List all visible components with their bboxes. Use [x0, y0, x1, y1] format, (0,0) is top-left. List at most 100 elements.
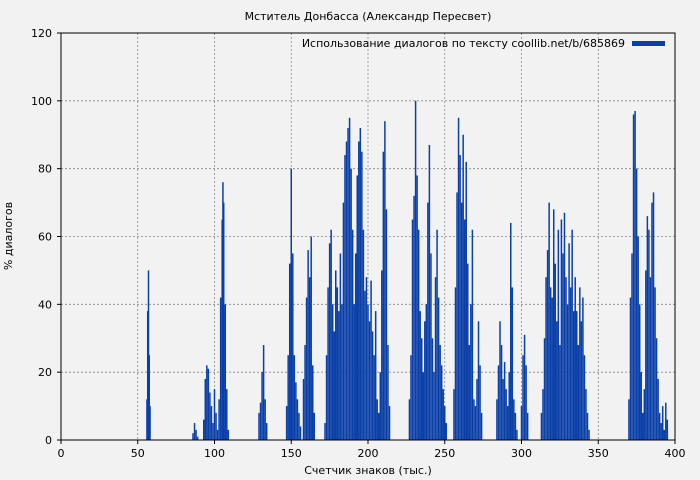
x-tick-label: 300 — [511, 447, 532, 460]
bar — [583, 355, 586, 440]
bar — [209, 392, 211, 440]
bar — [227, 429, 230, 440]
bar — [652, 192, 655, 440]
bar — [207, 368, 210, 440]
bar — [427, 202, 429, 440]
bar — [500, 345, 503, 440]
bar — [258, 412, 260, 440]
bar — [195, 429, 197, 440]
bar — [413, 195, 415, 440]
bar — [382, 151, 385, 440]
bar — [562, 253, 564, 440]
bar — [373, 355, 375, 440]
bar — [574, 277, 576, 440]
bar — [379, 372, 382, 440]
bar — [439, 345, 441, 440]
bar — [522, 355, 524, 440]
bar — [477, 321, 480, 440]
bar — [341, 304, 343, 440]
bar — [330, 229, 332, 440]
bar — [665, 402, 667, 440]
bar — [374, 311, 377, 440]
bar — [308, 277, 311, 440]
y-tick-label: 120 — [31, 27, 52, 40]
bar — [203, 419, 205, 440]
bar — [542, 389, 544, 441]
bar — [511, 287, 514, 441]
bar — [411, 219, 414, 440]
bar — [259, 402, 262, 440]
bar — [410, 355, 412, 440]
bar — [351, 229, 354, 440]
bar — [640, 372, 642, 440]
bar — [148, 355, 151, 440]
bar — [663, 429, 665, 440]
bar — [552, 209, 555, 440]
bar — [661, 406, 664, 440]
bar — [645, 270, 647, 440]
bar — [261, 372, 263, 440]
bar — [445, 423, 448, 440]
bar — [287, 355, 289, 440]
bar — [431, 338, 434, 440]
bar — [218, 399, 220, 440]
bar — [666, 419, 669, 440]
bar — [545, 277, 547, 440]
bar — [520, 406, 523, 440]
bar — [585, 389, 587, 441]
bar — [646, 216, 649, 440]
bar — [219, 297, 222, 440]
bar — [226, 389, 228, 441]
bar — [565, 277, 567, 440]
legend-swatch — [632, 41, 665, 46]
bar — [298, 412, 300, 440]
bar — [264, 399, 266, 440]
bar — [146, 311, 149, 440]
bar — [385, 209, 388, 440]
bar — [437, 297, 440, 440]
bar — [425, 304, 428, 440]
bar — [338, 311, 340, 440]
bar — [631, 253, 633, 440]
bar — [215, 412, 217, 440]
bar — [328, 243, 331, 440]
bar — [422, 372, 425, 440]
bar — [224, 304, 226, 440]
legend-label: Использование диалогов по тексту coollib… — [302, 37, 625, 50]
bar — [658, 412, 661, 440]
bar — [568, 243, 570, 440]
bar — [642, 412, 644, 440]
bar — [462, 134, 464, 440]
bar — [556, 321, 558, 440]
bar — [362, 229, 365, 440]
bar — [655, 338, 658, 440]
bar — [569, 287, 572, 441]
bar — [295, 382, 297, 440]
bar — [293, 355, 296, 440]
bar — [497, 365, 500, 440]
bar — [543, 338, 546, 440]
bar — [331, 304, 334, 440]
bar — [436, 229, 438, 440]
bar — [560, 219, 563, 440]
y-tick-label: 20 — [38, 366, 52, 379]
bar — [221, 219, 223, 440]
bar — [368, 321, 371, 440]
bar — [654, 287, 656, 441]
y-tick-label: 80 — [38, 163, 52, 176]
bar — [430, 253, 432, 440]
bar — [476, 378, 478, 440]
bar — [428, 144, 431, 440]
bar — [149, 406, 151, 440]
bar — [336, 287, 339, 441]
bar — [408, 399, 411, 440]
bar — [296, 399, 299, 440]
bar — [290, 168, 292, 441]
x-tick-label: 0 — [58, 447, 65, 460]
bar — [335, 270, 337, 440]
bar — [651, 202, 653, 440]
bar — [559, 345, 561, 440]
bar — [505, 389, 507, 441]
bar — [442, 389, 444, 441]
